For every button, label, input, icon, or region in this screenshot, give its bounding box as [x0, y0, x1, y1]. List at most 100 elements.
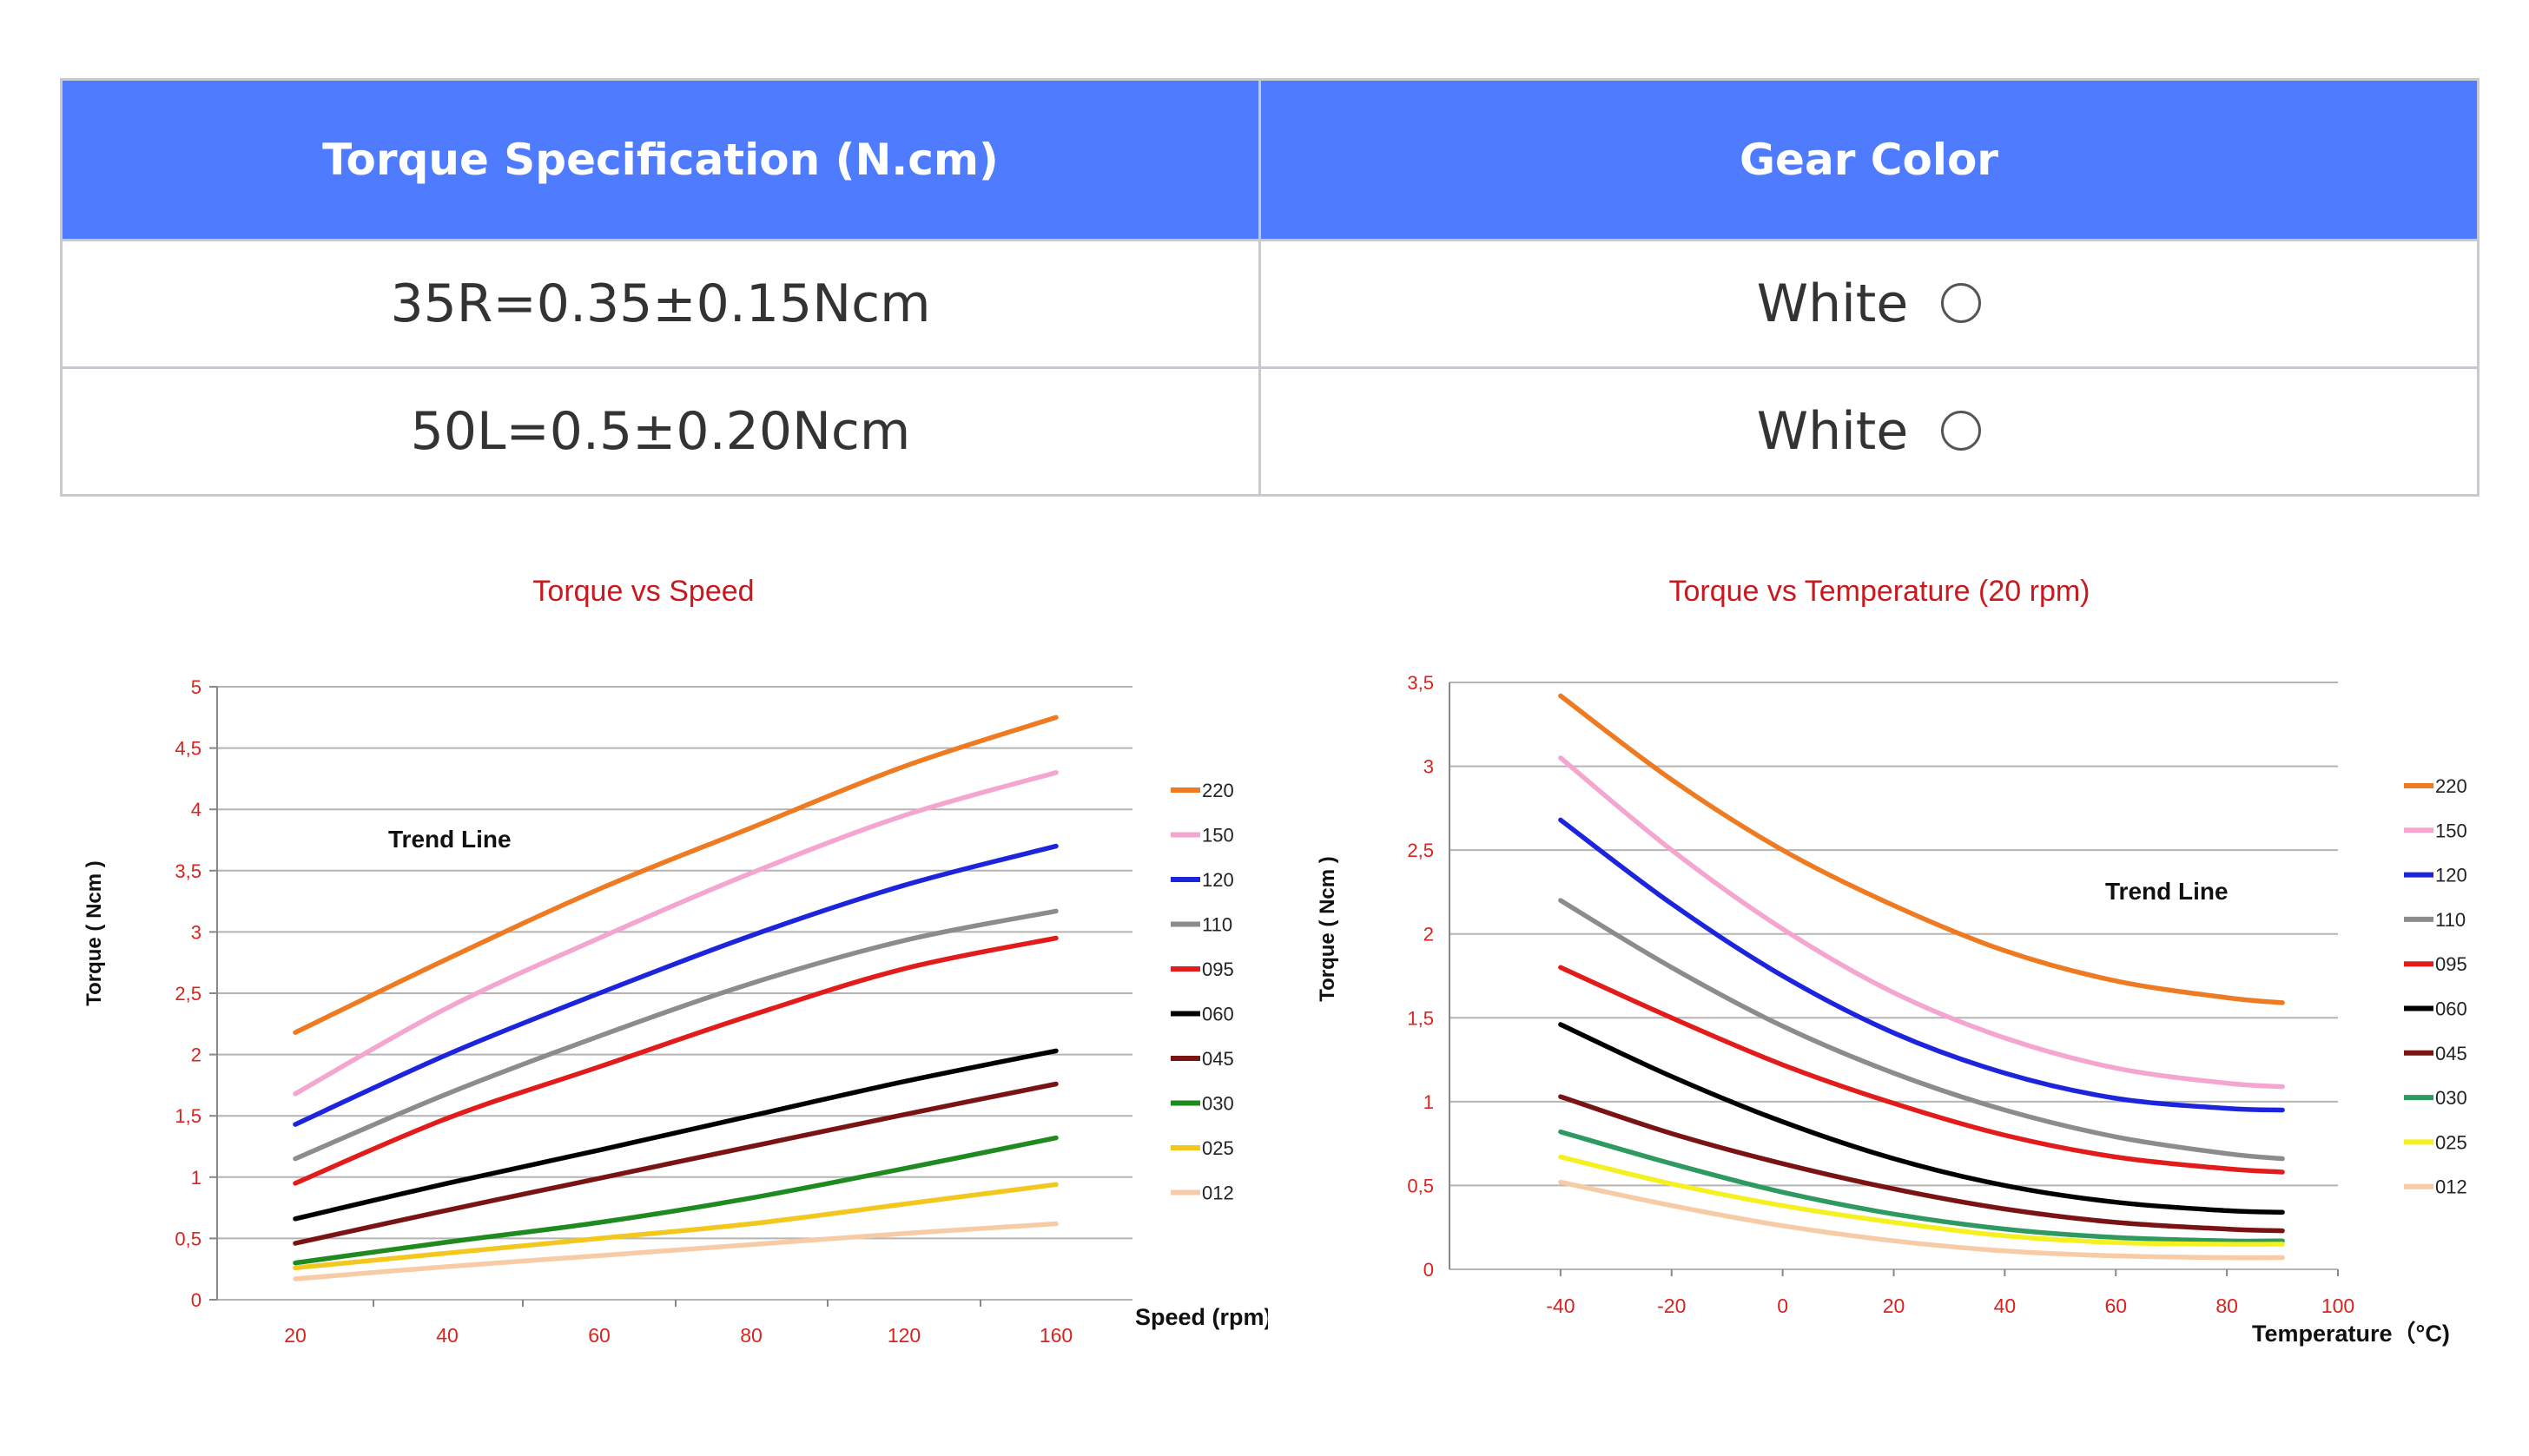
torque-spec-cell: 50L=0.5±0.20Ncm — [60, 366, 1261, 497]
legend-label: 120 — [2435, 865, 2467, 886]
x-axis-label: Speed (rpm) — [1135, 1304, 1268, 1330]
x-tick-label: -40 — [1546, 1295, 1575, 1317]
series-line-095 — [293, 935, 1059, 1186]
legend-label: 025 — [1202, 1137, 1234, 1159]
x-tick-label: 60 — [2104, 1295, 2127, 1317]
legend-label: 045 — [2435, 1043, 2467, 1064]
y-axis-label: Torque ( Ncm ) — [83, 860, 106, 1006]
x-tick-label: 60 — [588, 1324, 611, 1347]
x-tick-label: 20 — [284, 1324, 307, 1347]
legend-label: 110 — [2435, 909, 2466, 931]
series-line-110 — [1558, 898, 2285, 1162]
header-torque-spec: Torque Specification (N.cm) — [60, 78, 1261, 241]
x-tick-label: 40 — [436, 1324, 459, 1347]
y-tick-label: 0,5 — [175, 1228, 201, 1249]
legend-label: 030 — [2435, 1087, 2467, 1109]
y-tick-label: 0,5 — [1407, 1175, 1434, 1196]
series-line-095 — [1558, 965, 2285, 1175]
series-line-012 — [293, 1221, 1059, 1281]
header-gear-color: Gear Color — [1258, 78, 2479, 241]
trend-line-annotation: Trend Line — [2105, 878, 2229, 905]
legend-label: 220 — [1202, 780, 1234, 801]
y-tick-label: 3,5 — [175, 860, 201, 882]
legend-label: 060 — [2435, 998, 2467, 1020]
x-tick-label: -20 — [1657, 1295, 1686, 1317]
white-circle-icon — [1941, 283, 1982, 324]
torque-vs-speed-chart: Torque vs Speed Torque ( Ncm ) Speed (rp… — [83, 575, 1268, 1347]
x-tick-label: 100 — [2321, 1295, 2354, 1317]
white-circle-icon — [1941, 411, 1982, 451]
series-line-045 — [1558, 1094, 2285, 1234]
legend-label: 025 — [2435, 1131, 2467, 1153]
series-line-030 — [1558, 1129, 2285, 1244]
y-tick-label: 3 — [1423, 756, 1434, 778]
series-line-220 — [1558, 693, 2285, 1005]
legend-label: 095 — [2435, 953, 2467, 975]
series-line-012 — [1558, 1179, 2285, 1261]
y-tick-label: 5 — [191, 676, 201, 698]
series-line-025 — [1558, 1154, 2285, 1247]
y-tick-label: 2,5 — [1407, 840, 1434, 861]
table-row: 35R=0.35±0.15Ncm White — [60, 239, 2479, 369]
torque-spec-cell: 35R=0.35±0.15Ncm — [60, 239, 1261, 369]
legend-label: 045 — [1202, 1048, 1234, 1070]
x-axis-label: Temperature（°C) — [2252, 1321, 2450, 1347]
y-tick-label: 0 — [191, 1289, 201, 1311]
legend-label: 150 — [1202, 825, 1234, 847]
legend-label: 150 — [2435, 820, 2467, 841]
chart-title: Torque vs Speed — [532, 575, 754, 608]
series-line-120 — [293, 843, 1059, 1127]
series-line-025 — [293, 1182, 1059, 1271]
series-line-220 — [293, 715, 1059, 1035]
table-row: 50L=0.5±0.20Ncm White — [60, 366, 2479, 497]
x-tick-label: 20 — [1883, 1295, 1905, 1317]
x-tick-label: 0 — [1777, 1295, 1788, 1317]
legend-label: 220 — [2435, 775, 2467, 797]
chart-title: Torque vs Temperature (20 rpm) — [1668, 575, 2090, 608]
torque-vs-temperature-chart: Torque vs Temperature (20 rpm) Torque ( … — [1316, 575, 2467, 1347]
legend-label: 012 — [1202, 1183, 1234, 1204]
x-tick-label: 80 — [740, 1324, 763, 1347]
series-line-030 — [293, 1135, 1059, 1266]
series-line-045 — [293, 1081, 1059, 1246]
legend-label: 030 — [1202, 1093, 1234, 1115]
series-line-110 — [293, 908, 1059, 1162]
series-line-060 — [293, 1048, 1059, 1222]
legend-label: 120 — [1202, 869, 1234, 891]
gear-color-cell: White — [1258, 239, 2479, 369]
legend-label: 012 — [2435, 1176, 2467, 1198]
y-tick-label: 0 — [1423, 1259, 1434, 1281]
series-line-150 — [293, 770, 1059, 1097]
y-tick-label: 2 — [191, 1044, 201, 1066]
y-tick-label: 1 — [1423, 1091, 1434, 1113]
trend-line-annotation: Trend Line — [388, 826, 512, 853]
gridlines — [217, 686, 1132, 1301]
y-tick-label: 1 — [191, 1167, 201, 1189]
series-line-120 — [1558, 817, 2285, 1113]
y-tick-label: 2 — [1423, 924, 1434, 945]
gear-color-cell: White — [1258, 366, 2479, 497]
y-tick-label: 4 — [191, 799, 201, 820]
x-tick-label: 120 — [888, 1324, 921, 1347]
y-tick-label: 1,5 — [1407, 1007, 1434, 1029]
y-tick-label: 3,5 — [1407, 672, 1434, 694]
y-axis-label: Torque ( Ncm ) — [1316, 856, 1339, 1002]
legend: 220 150 120 110 095 060 045 030 025 012 — [2404, 775, 2467, 1198]
gear-color-label: White — [1756, 273, 1909, 334]
y-tick-label: 3 — [191, 921, 201, 943]
y-tick-label: 1,5 — [175, 1105, 201, 1127]
torque-spec-table: Torque Specification (N.cm) Gear Color 3… — [60, 78, 2479, 497]
x-tick-label: 40 — [1994, 1295, 2017, 1317]
series-line-060 — [1558, 1022, 2285, 1216]
legend: 220 150 120 110 095 060 045 030 025 012 — [1171, 780, 1234, 1204]
legend-label: 110 — [1202, 914, 1232, 936]
legend-label: 095 — [1202, 959, 1234, 980]
y-tick-label: 2,5 — [175, 983, 201, 1005]
x-tick-label: 160 — [1040, 1324, 1073, 1347]
table-header-row: Torque Specification (N.cm) Gear Color — [60, 78, 2479, 241]
x-tick-label: 80 — [2215, 1295, 2238, 1317]
y-tick-label: 4,5 — [175, 738, 201, 760]
legend-label: 060 — [1202, 1004, 1234, 1025]
series-line-150 — [1558, 755, 2285, 1090]
gear-color-label: White — [1756, 401, 1909, 462]
